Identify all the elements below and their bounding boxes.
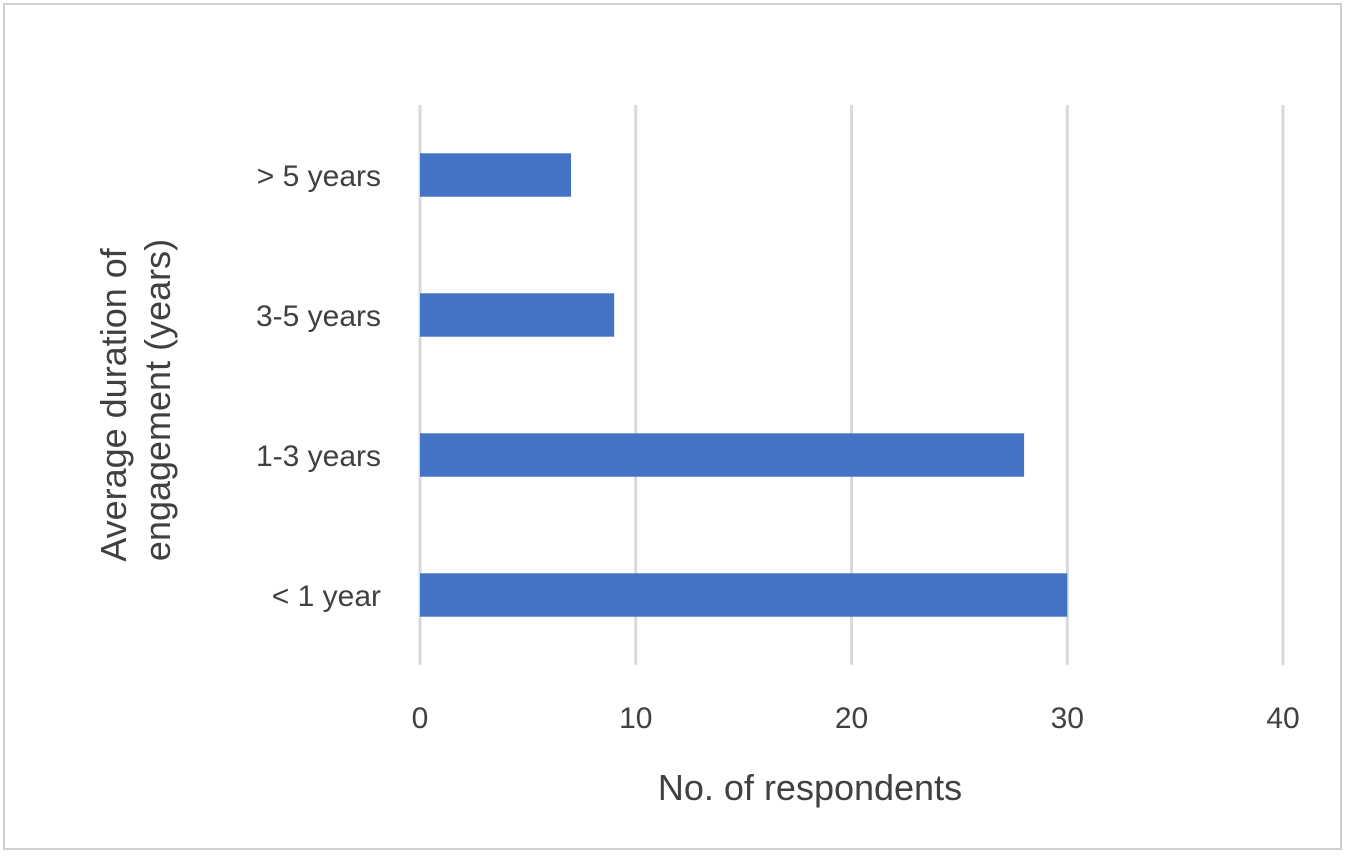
- y-tick-label: 1-3 years: [256, 440, 381, 473]
- bar: [420, 293, 615, 337]
- bars: [420, 153, 1068, 617]
- x-tick-label: 0: [412, 702, 429, 735]
- bar: [420, 573, 1068, 617]
- x-tick-label: 20: [835, 702, 868, 735]
- bar: [420, 433, 1025, 477]
- x-tick-label: 30: [1051, 702, 1084, 735]
- x-tick-labels: 0 10 20 30 40: [412, 702, 1300, 735]
- y-axis-title: Average duration of engagement (years): [93, 238, 178, 562]
- chart-frame: [3, 3, 1342, 850]
- y-tick-labels: < 1 year 1-3 years 3-5 years > 5 years: [256, 160, 381, 613]
- gridlines: [418, 105, 1285, 665]
- y-axis-title-line-1: Average duration of: [93, 247, 134, 562]
- y-axis-title-line-2: engagement (years): [137, 239, 178, 561]
- y-tick-label: < 1 year: [272, 580, 381, 613]
- y-tick-label: > 5 years: [257, 160, 381, 193]
- y-tick-label: 3-5 years: [256, 300, 381, 333]
- bar: [420, 153, 572, 197]
- x-tick-label: 40: [1266, 702, 1299, 735]
- x-axis-title: No. of respondents: [658, 767, 962, 808]
- x-tick-label: 10: [619, 702, 652, 735]
